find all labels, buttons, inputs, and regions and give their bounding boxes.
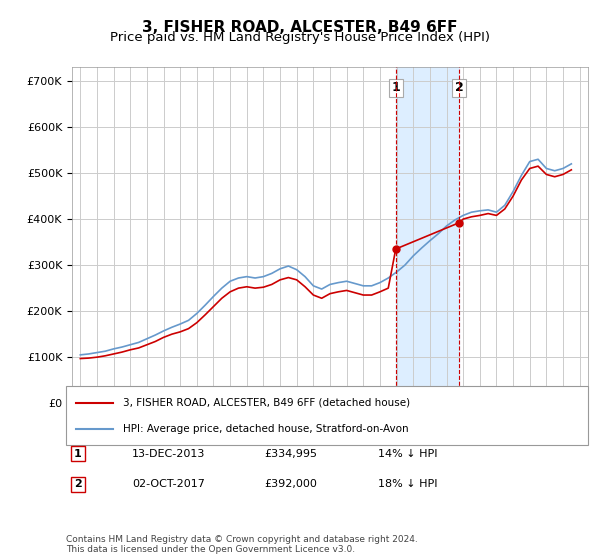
Text: Contains HM Land Registry data © Crown copyright and database right 2024.
This d: Contains HM Land Registry data © Crown c…: [66, 535, 418, 554]
Text: £334,995: £334,995: [264, 449, 317, 459]
Text: 2: 2: [74, 479, 82, 489]
FancyBboxPatch shape: [66, 386, 588, 445]
Bar: [396, 67, 459, 403]
Text: 18% ↓ HPI: 18% ↓ HPI: [378, 479, 437, 489]
Text: £392,000: £392,000: [264, 479, 317, 489]
Text: 1: 1: [74, 449, 82, 459]
Text: HPI: Average price, detached house, Stratford-on-Avon: HPI: Average price, detached house, Stra…: [124, 424, 409, 434]
Text: 14% ↓ HPI: 14% ↓ HPI: [378, 449, 437, 459]
Text: 3, FISHER ROAD, ALCESTER, B49 6FF (detached house): 3, FISHER ROAD, ALCESTER, B49 6FF (detac…: [124, 398, 410, 408]
Text: 13-DEC-2013: 13-DEC-2013: [132, 449, 205, 459]
Text: Price paid vs. HM Land Registry's House Price Index (HPI): Price paid vs. HM Land Registry's House …: [110, 31, 490, 44]
Text: 3, FISHER ROAD, ALCESTER, B49 6FF: 3, FISHER ROAD, ALCESTER, B49 6FF: [142, 20, 458, 35]
Text: 2: 2: [455, 81, 463, 94]
Text: 02-OCT-2017: 02-OCT-2017: [132, 479, 205, 489]
Text: 1: 1: [391, 81, 400, 94]
